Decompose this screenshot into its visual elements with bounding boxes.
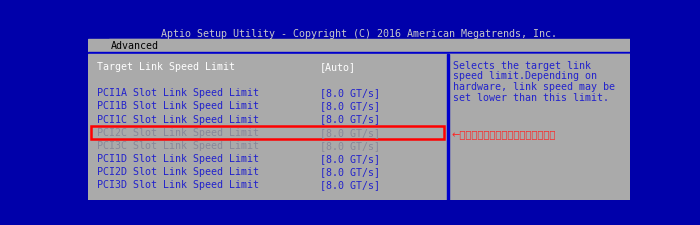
Bar: [88, 27, 630, 40]
Text: PCI1D Slot Link Speed Limit: PCI1D Slot Link Speed Limit: [97, 153, 259, 163]
Text: [Auto]: [Auto]: [320, 62, 356, 72]
Text: PCI1B Slot Link Speed Limit: PCI1B Slot Link Speed Limit: [97, 101, 259, 111]
Text: [8.0 GT/s]: [8.0 GT/s]: [320, 166, 380, 176]
Text: [8.0 GT/s]: [8.0 GT/s]: [320, 127, 380, 137]
Bar: [88, 40, 630, 52]
Text: Aptio Setup Utility - Copyright (C) 2016 American Megatrends, Inc.: Aptio Setup Utility - Copyright (C) 2016…: [161, 29, 556, 38]
Text: PCI1A Slot Link Speed Limit: PCI1A Slot Link Speed Limit: [97, 88, 259, 98]
Text: speed limit.Depending on: speed limit.Depending on: [454, 71, 597, 81]
Text: [8.0 GT/s]: [8.0 GT/s]: [320, 114, 380, 124]
Text: PCI3D Slot Link Speed Limit: PCI3D Slot Link Speed Limit: [97, 179, 259, 189]
Text: PCI3C Slot Link Speed Limit: PCI3C Slot Link Speed Limit: [97, 140, 259, 150]
Text: PCI1C Slot Link Speed Limit: PCI1C Slot Link Speed Limit: [97, 114, 259, 124]
Text: [8.0 GT/s]: [8.0 GT/s]: [320, 153, 380, 163]
Text: PCI2D Slot Link Speed Limit: PCI2D Slot Link Speed Limit: [97, 166, 259, 176]
Text: [8.0 GT/s]: [8.0 GT/s]: [320, 179, 380, 189]
Bar: [449, 55, 630, 200]
Text: Target Link Speed Limit: Target Link Speed Limit: [97, 62, 234, 72]
Text: Selects the target link: Selects the target link: [454, 60, 592, 70]
Text: ←グレーアウト表示され設定変更不可: ←グレーアウト表示され設定変更不可: [452, 128, 556, 138]
Bar: [90, 127, 444, 140]
Text: hardware, link speed may be: hardware, link speed may be: [454, 82, 615, 92]
Text: PCI2C Slot Link Speed Limit: PCI2C Slot Link Speed Limit: [97, 127, 259, 137]
Text: set lower than this limit.: set lower than this limit.: [454, 92, 609, 103]
Text: Advanced: Advanced: [111, 41, 159, 51]
Bar: [109, 40, 160, 52]
Text: [8.0 GT/s]: [8.0 GT/s]: [320, 101, 380, 111]
Text: [8.0 GT/s]: [8.0 GT/s]: [320, 88, 380, 98]
Bar: [88, 55, 630, 200]
Bar: [88, 52, 630, 54]
Text: [8.0 GT/s]: [8.0 GT/s]: [320, 140, 380, 150]
Bar: [447, 55, 449, 200]
